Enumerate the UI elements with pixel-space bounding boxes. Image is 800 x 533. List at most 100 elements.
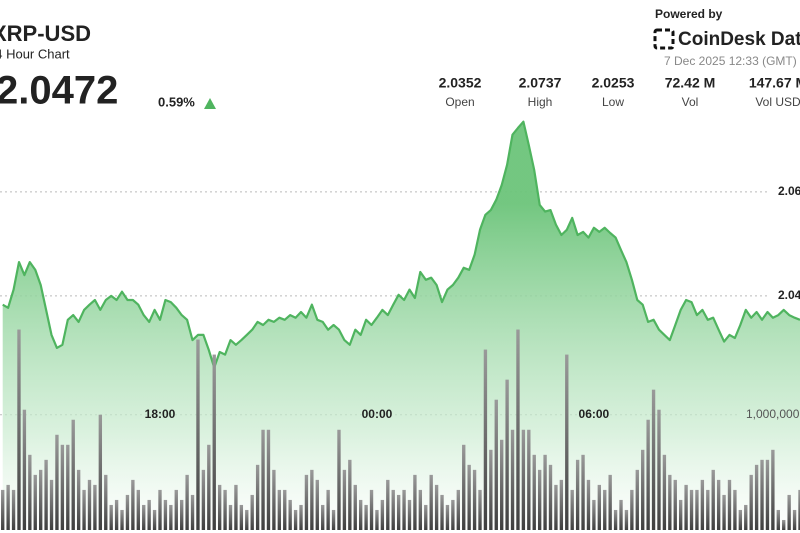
volume-bar (391, 489, 395, 530)
volume-bar (228, 504, 233, 530)
volume-bar (55, 434, 59, 530)
volume-bar (337, 429, 341, 530)
volume-bar (641, 449, 645, 530)
volume-bar (245, 509, 249, 530)
volume-bar (630, 489, 634, 530)
volume-bar (321, 504, 325, 530)
volume-bar (255, 464, 260, 530)
volume-bar (575, 459, 580, 530)
volume-bar (570, 489, 574, 530)
volume-bar (66, 444, 70, 530)
y-tick-label: 2.04 (778, 288, 800, 302)
volume-bar (787, 494, 791, 530)
volume-bar (326, 489, 330, 530)
volume-bar (239, 504, 244, 530)
volume-bar (798, 489, 800, 530)
volume-bar (527, 429, 531, 530)
x-tick-label: 00:00 (362, 407, 393, 421)
volume-bar (180, 499, 184, 530)
volume-bar (299, 504, 303, 530)
volume-bar (554, 484, 558, 530)
volume-bar (543, 454, 547, 530)
change: 0.59% (158, 94, 195, 109)
volume-bar (684, 484, 688, 530)
volume-bar (662, 454, 667, 530)
volume-bar (120, 509, 124, 530)
volume-bar (60, 444, 65, 530)
volume-bar (348, 459, 352, 530)
volume-bar (396, 494, 401, 530)
volume-bar (369, 489, 374, 530)
y2-tick-label: 1,000,000 (746, 407, 800, 421)
volume-bar (364, 504, 368, 530)
volume-bar (500, 439, 504, 530)
price-area (2, 121, 800, 533)
volume-bar (510, 429, 515, 530)
volume-bar (586, 479, 591, 530)
volume-bar (28, 454, 32, 530)
volume-bar (727, 479, 732, 530)
volume-bar (402, 489, 406, 530)
volume-bar (445, 504, 450, 530)
volume-bar (418, 489, 423, 530)
volume-bar (489, 449, 493, 530)
volume-bar (114, 499, 119, 530)
volume-bar (207, 444, 211, 530)
volume-bar (277, 489, 282, 530)
volume-bar (521, 429, 526, 530)
volume-bar (516, 329, 520, 530)
volume-bar (44, 459, 48, 530)
volume-bar (283, 489, 287, 530)
volume-bar (689, 489, 694, 530)
volume-bar (33, 474, 37, 530)
period: 24 Hour Chart (0, 46, 70, 61)
volume-bar (196, 339, 200, 530)
volume-bar (700, 479, 705, 530)
volume-bar (456, 489, 460, 530)
volume-bar (581, 454, 585, 530)
volume-bar (472, 469, 477, 530)
volume-bar (716, 479, 721, 530)
volume-bar (706, 489, 710, 530)
volume-bar (657, 409, 661, 530)
volume-bar (6, 484, 10, 530)
volume-bar (673, 479, 677, 530)
volume-bar (635, 469, 639, 530)
volume-bar (407, 499, 412, 530)
volume-bar (293, 509, 298, 530)
volume-bar (624, 509, 629, 530)
volume-bar (342, 469, 347, 530)
volume-bar (82, 489, 86, 530)
stat-value: 2.0352 (439, 75, 482, 91)
stat-label: Low (602, 95, 624, 109)
volume-bar (22, 409, 27, 530)
volume-bar (467, 464, 471, 530)
x-tick-label: 18:00 (145, 407, 176, 421)
volume-bar (375, 509, 379, 530)
volume-bar (478, 489, 482, 530)
volume-bar (733, 489, 737, 530)
volume-bar (434, 484, 439, 530)
volume-bar (71, 419, 75, 530)
volume-bar (353, 484, 357, 530)
volume-bar (310, 469, 314, 530)
volume-bar (462, 444, 466, 530)
volume-bar (315, 479, 319, 530)
volume-bar (608, 474, 612, 530)
volume-bar (429, 474, 433, 530)
volume-bar (711, 469, 715, 530)
volume-bar (603, 489, 607, 530)
volume-bar (223, 489, 227, 530)
volume-bar (722, 494, 726, 530)
volume-bar (619, 499, 623, 530)
volume-bar (358, 499, 363, 530)
volume-bar (776, 509, 780, 530)
volume-bar (11, 489, 16, 530)
y-tick-label: 2.06 (778, 184, 800, 198)
volume-bar (1, 489, 5, 530)
volume-bar (174, 489, 178, 530)
stat-label: Vol USD (755, 95, 800, 109)
volume-bar (266, 429, 271, 530)
volume-bar (413, 474, 417, 530)
